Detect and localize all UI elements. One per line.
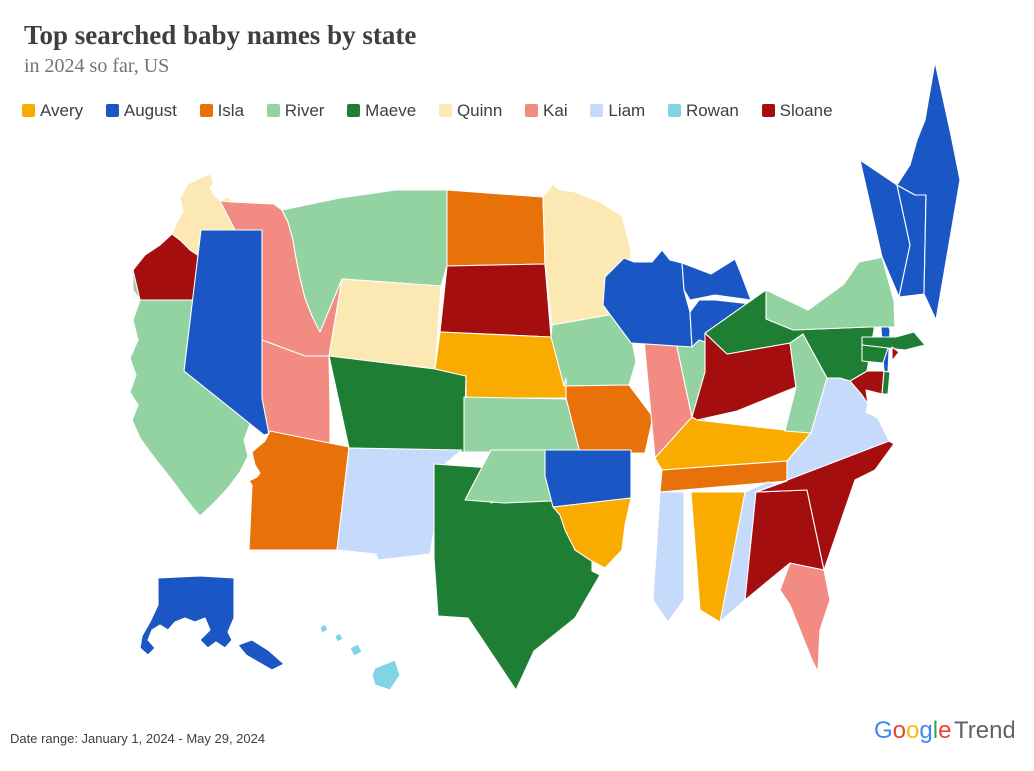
svg-text:Trends: Trends bbox=[954, 717, 1014, 744]
svg-text:Google: Google bbox=[874, 717, 951, 744]
